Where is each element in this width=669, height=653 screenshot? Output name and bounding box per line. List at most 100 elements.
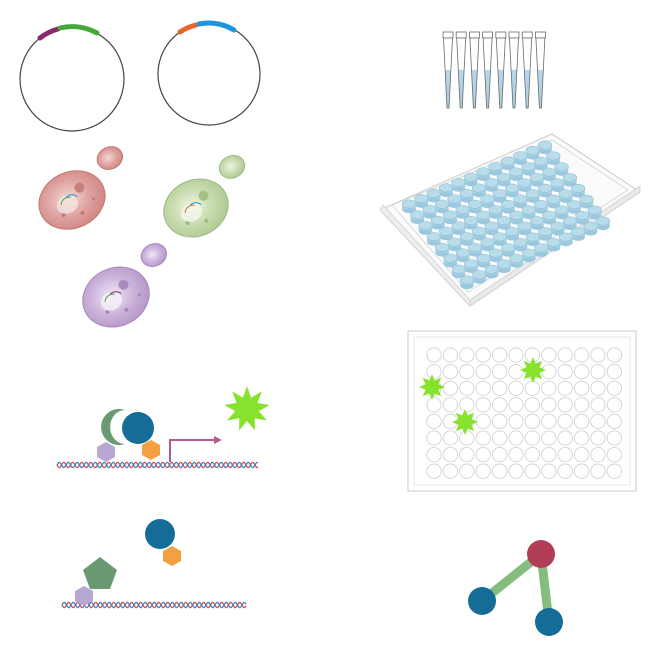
screening-well [426,347,442,363]
plate-well [587,205,602,220]
hit-star [520,357,546,383]
plate-well [410,210,425,225]
dna-strand-bottom [61,601,247,609]
plate-well [534,243,549,258]
unbound-complex-icon [61,519,247,609]
plate-well [434,199,450,214]
plate-well [488,161,503,176]
screening-well [491,413,508,430]
plate-well [513,237,528,252]
screening-well [524,463,541,479]
screening-well [541,347,557,363]
plate-well [476,253,491,268]
screening-well [491,397,508,413]
plate-well [521,205,536,220]
plate-well [451,221,466,236]
plate-well [443,210,458,225]
transcription-arrowhead [214,436,222,444]
pipette-tip [508,31,520,109]
screening-well [606,430,623,446]
screening-well [557,446,573,463]
plate-well [463,215,479,230]
screening-well [590,463,606,479]
network-node [535,608,563,636]
screening-well [475,363,491,380]
screening-well [573,363,590,380]
plate-well [546,194,561,209]
plate-well [488,205,503,219]
yeast-cell-green [163,155,246,238]
screening-well [573,446,590,463]
screening-well [524,397,541,413]
screening-well [606,413,623,430]
screening-well [426,413,442,430]
screening-well [606,463,623,479]
pipette-tip [455,31,467,109]
plate-well [488,248,503,263]
screening-well [590,380,606,396]
plate-well [463,172,478,187]
plate-well [484,178,499,192]
screening-well [557,397,573,413]
plate-well [476,167,491,182]
plate-well [447,194,462,208]
plate-well [455,205,470,219]
plate-well [492,189,507,203]
interaction-network-icon [468,540,563,636]
screening-well [557,347,573,363]
screening-well [459,397,475,413]
screening-well [606,363,623,380]
pipette-tip [495,31,507,109]
plate-well [467,199,483,214]
screening-well [475,430,491,446]
plate-well [546,151,561,166]
dna-binding-hexagon-bottom [75,586,93,606]
plate-well [447,237,462,252]
dna-strand-top [56,461,259,469]
screening-well [442,380,459,396]
screening-well [491,463,508,479]
plate-well [579,194,594,209]
activation-domain-hexagon [142,440,160,460]
screening-well [524,413,541,430]
plate-well [492,232,507,247]
plate-well [480,237,495,252]
screening-well [590,363,606,380]
plate-well [459,275,475,290]
plate-well [451,178,466,192]
screening-well [426,463,442,479]
screening-well [524,446,541,463]
screening-well [459,380,475,396]
screening-well [475,413,491,430]
plasmid-icon-left [19,24,125,132]
plate-well [435,242,450,257]
screening-well [557,413,573,430]
screening-well [426,430,442,446]
screening-well [590,397,606,413]
plate-well [529,216,545,230]
plate-well [401,199,417,214]
screening-well [508,397,524,413]
plate-well [484,264,499,279]
screening-well [491,446,508,463]
screening-well [557,463,573,479]
plasmid-insert-purple [37,26,61,41]
plate-well [476,210,491,225]
plasmid-insert-blue [196,20,237,33]
plasmid-icon-right [157,20,261,126]
screening-well [442,363,459,380]
prey-ball [122,412,154,444]
screening-well [475,446,491,463]
plate-well [546,237,561,252]
plate-well [418,221,433,235]
screening-well [475,347,491,363]
pipette-tip [468,31,480,109]
screening-well [459,446,475,463]
reporter-signal-star [224,386,270,431]
screening-well [491,363,508,380]
dna-binding-hexagon [97,442,115,462]
plate-well [575,211,590,225]
screening-well [573,463,590,479]
screening-well [541,380,557,396]
